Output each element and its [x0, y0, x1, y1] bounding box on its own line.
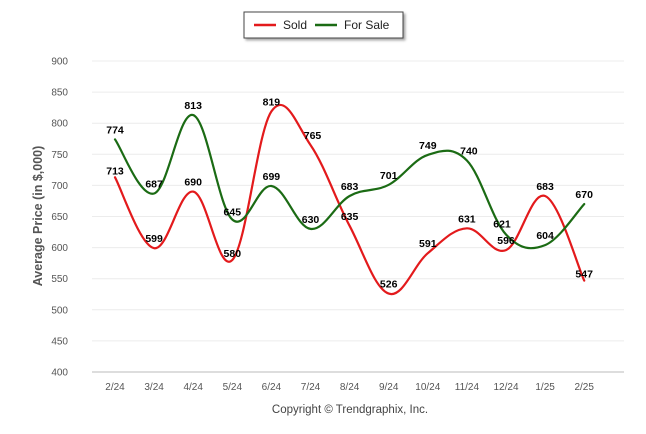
- data-label-sold: 580: [224, 248, 242, 260]
- data-label-for-sale: 683: [341, 181, 359, 193]
- y-tick-label: 650: [51, 212, 68, 223]
- y-tick-label: 450: [51, 336, 68, 347]
- x-tick-label: 3/24: [144, 382, 164, 393]
- y-axis-ticks: 900 850 800 750 700 650 600 550 500 450 400: [51, 57, 68, 379]
- x-tick-label: 9/24: [379, 382, 399, 393]
- data-label-for-sale: 749: [419, 140, 437, 152]
- data-label-sold: 765: [304, 130, 322, 142]
- series-line-sold: [113, 103, 586, 296]
- y-tick-label: 700: [51, 181, 68, 192]
- legend-label-for-sale: For Sale: [344, 18, 390, 32]
- legend: Sold For Sale: [243, 11, 404, 39]
- x-tick-label: 7/24: [301, 382, 321, 393]
- data-label-for-sale: 645: [224, 207, 242, 219]
- y-tick-label: 600: [51, 243, 68, 254]
- y-tick-label: 500: [51, 305, 68, 316]
- gridlines: [92, 60, 624, 342]
- y-tick-label: 400: [51, 368, 68, 379]
- data-label-for-sale: 621: [493, 219, 511, 231]
- data-label-for-sale: 813: [184, 100, 202, 112]
- data-label-sold: 526: [380, 279, 398, 291]
- data-label-for-sale: 740: [460, 146, 478, 158]
- x-tick-label: 2/25: [574, 382, 594, 393]
- data-label-for-sale: 670: [575, 189, 593, 201]
- data-label-for-sale: 699: [263, 171, 281, 183]
- x-axis-ticks: 2/24 3/24 4/24 5/24 6/24 7/24 8/24 9/24 10/24 11/…: [105, 382, 594, 393]
- data-label-for-sale: 687: [145, 178, 163, 190]
- x-tick-label: 12/24: [493, 382, 518, 393]
- data-label-sold: 547: [575, 269, 593, 281]
- x-tick-label: 2/24: [105, 382, 125, 393]
- data-labels: 713 599 690 580 819 765 635 526 591 631 596 683 547 7…: [106, 96, 593, 290]
- data-label-for-sale: 604: [536, 230, 554, 242]
- copyright-footer: Copyright © Trendgraphix, Inc.: [272, 404, 428, 416]
- data-label-sold: 591: [419, 238, 437, 250]
- y-tick-label: 550: [51, 274, 68, 285]
- legend-label-sold: Sold: [283, 18, 307, 32]
- data-label-for-sale: 701: [380, 170, 398, 182]
- data-label-for-sale: 774: [106, 124, 124, 136]
- data-label-sold: 683: [536, 181, 554, 193]
- data-label-sold: 599: [145, 233, 163, 245]
- x-tick-label: 5/24: [223, 382, 243, 393]
- y-tick-label: 900: [51, 57, 68, 68]
- x-tick-label: 4/24: [183, 382, 203, 393]
- x-tick-label: 11/24: [455, 382, 480, 393]
- x-tick-label: 1/25: [535, 382, 555, 393]
- series-line-for-sale: [113, 114, 586, 250]
- y-tick-label: 850: [51, 88, 68, 99]
- x-tick-label: 8/24: [340, 382, 360, 393]
- data-label-sold: 631: [458, 213, 476, 225]
- data-label-sold: 635: [341, 211, 359, 223]
- x-tick-label: 6/24: [262, 382, 282, 393]
- series-group: [113, 103, 586, 296]
- data-label-sold: 690: [184, 177, 202, 189]
- y-tick-label: 750: [51, 150, 68, 161]
- data-label-sold: 596: [497, 235, 515, 247]
- data-label-sold: 819: [263, 96, 281, 108]
- data-label-sold: 713: [106, 165, 124, 177]
- y-tick-label: 800: [51, 119, 68, 130]
- x-tick-label: 10/24: [415, 382, 440, 393]
- y-axis-title: Average Price (in $,000): [31, 146, 45, 287]
- data-label-for-sale: 630: [302, 214, 320, 226]
